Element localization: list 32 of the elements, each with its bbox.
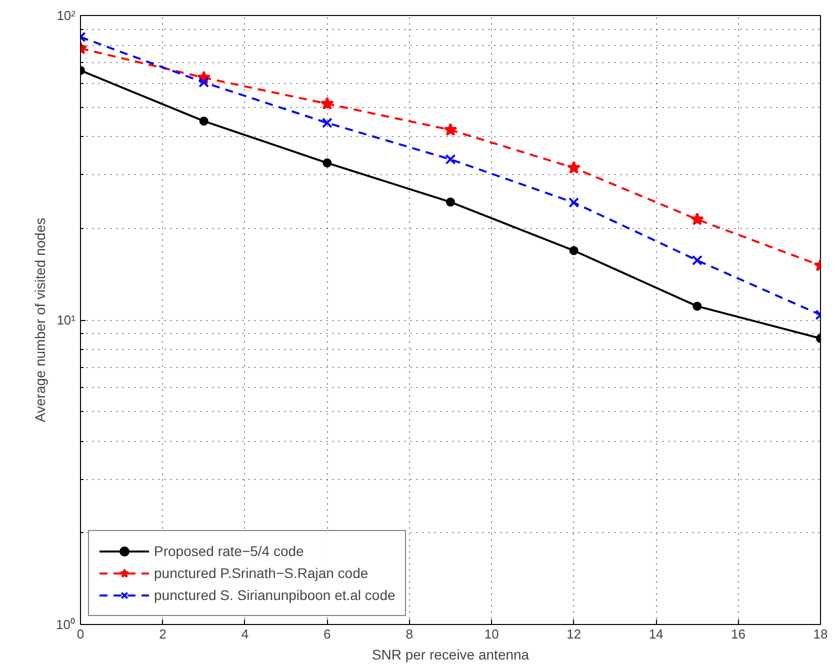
point [568, 197, 580, 208]
x-tick-label: 14 [648, 626, 664, 642]
y-axis-title: Average number of visited nodes [32, 218, 48, 422]
point [690, 212, 704, 226]
point [199, 116, 208, 126]
x-tick-label: 8 [406, 626, 414, 642]
x-tick-label: 6 [324, 626, 331, 642]
point [446, 198, 455, 207]
point [569, 246, 578, 256]
point [692, 255, 702, 266]
point [322, 158, 332, 168]
point [567, 160, 581, 174]
point [445, 154, 456, 165]
x-axis-title: SNR per receive antenna [372, 646, 530, 662]
x-tick-label: 0 [76, 626, 84, 642]
x-tick-label: 18 [813, 626, 828, 642]
x-tick-label: 16 [731, 626, 746, 642]
y-tick-label: 10¹ [56, 312, 76, 328]
point [198, 77, 210, 88]
point [322, 118, 332, 128]
y-tick-label: 10² [56, 8, 76, 23]
x-tick-label: 2 [159, 626, 166, 642]
point [692, 302, 702, 311]
legend-label: Proposed rate−5/4 code [154, 543, 304, 559]
y-tick-label: 10⁰ [56, 617, 76, 632]
x-tick-label: 12 [566, 626, 582, 642]
x-tick-label: 4 [241, 626, 249, 642]
point [444, 122, 458, 136]
x-tick-label: 10 [484, 626, 499, 642]
legend-label: punctured P.Srinath−S.Rajan code [154, 565, 368, 581]
legend-label: punctured S. Sirianunpiboon et.al code [154, 587, 396, 603]
point [320, 96, 334, 110]
